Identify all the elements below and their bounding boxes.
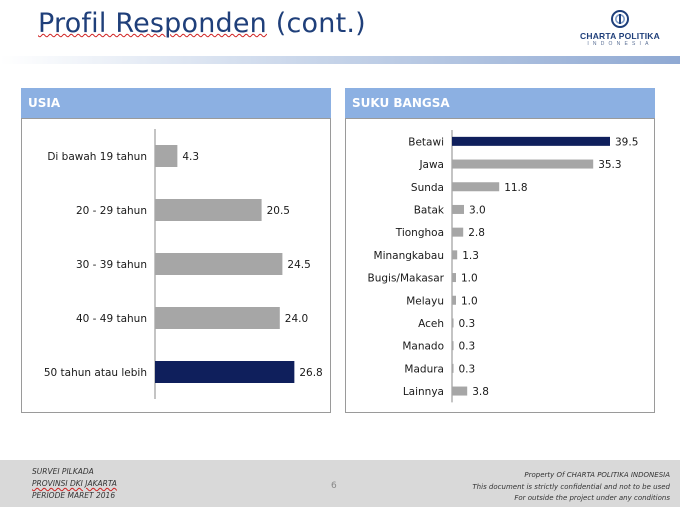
suku-category-label: Madura — [404, 363, 444, 375]
usia-bar — [155, 361, 295, 383]
usia-value-label: 24.5 — [287, 259, 310, 271]
footer-confidentiality: Property Of CHARTA POLITIKA INDONESIA Th… — [472, 470, 670, 505]
usia-category-label: Di bawah 19 tahun — [47, 151, 147, 163]
usia-category-label: 40 - 49 tahun — [76, 313, 147, 325]
suku-value-label: 11.8 — [504, 182, 527, 194]
suku-bar — [452, 182, 500, 192]
page-title-suffix: (cont.) — [266, 8, 366, 39]
suku-bar — [452, 273, 456, 283]
suku-panel-header: SUKU BANGSA — [345, 88, 655, 118]
footer-right-line: This document is strictly confidential a… — [472, 482, 670, 491]
suku-panel: SUKU BANGSA Betawi 39.5 Jawa 35.3 Sunda 11.8 B… — [345, 88, 655, 413]
suku-chart-title: SUKU BANGSA — [352, 96, 450, 110]
logo-subtitle: INDONESIA — [587, 41, 653, 47]
usia-category-label: 20 - 29 tahun — [76, 205, 147, 217]
page-title: Profil Responden (cont.) — [38, 8, 366, 39]
usia-bar — [155, 145, 178, 167]
suku-value-label: 0.3 — [459, 318, 476, 330]
suku-bar — [452, 136, 610, 146]
usia-panel-header: USIA — [21, 88, 331, 118]
footer-left-line: SURVEI PILKADA — [32, 467, 94, 476]
suku-value-label: 1.0 — [461, 295, 478, 307]
suku-bar — [452, 318, 454, 328]
usia-bar — [155, 199, 262, 221]
suku-bar — [452, 250, 458, 260]
suku-category-label: Sunda — [411, 182, 444, 194]
suku-bar — [452, 227, 464, 237]
header-band — [0, 56, 680, 64]
suku-category-label: Melayu — [406, 295, 444, 307]
suku-value-label: 1.3 — [462, 250, 479, 262]
suku-bar — [452, 341, 454, 351]
suku-bar — [452, 204, 464, 214]
suku-bar-chart: Betawi 39.5 Jawa 35.3 Sunda 11.8 Batak 3.0 Tiong… — [368, 130, 638, 403]
usia-panel: USIA Di bawah 19 tahun 4.3 20 - 29 tahun 20… — [21, 88, 331, 413]
logo-name: CHARTA POLITIKA — [580, 31, 660, 41]
suku-bar — [452, 363, 454, 373]
footer: SURVEI PILKADA PROVINSI DKI JAKARTA PERI… — [0, 460, 680, 507]
usia-category-label: 30 - 39 tahun — [76, 259, 147, 271]
usia-value-label: 24.0 — [285, 313, 308, 325]
suku-category-label: Tionghoa — [395, 227, 444, 239]
footer-left-line: PROVINSI DKI JAKARTA — [32, 479, 117, 488]
usia-bar — [155, 307, 280, 329]
suku-value-label: 35.3 — [598, 159, 621, 171]
suku-category-label: Bugis/Makasar — [368, 273, 445, 285]
suku-value-label: 39.5 — [615, 136, 638, 148]
suku-bar — [452, 386, 468, 396]
logo: CHARTA POLITIKA INDONESIA — [574, 10, 666, 50]
footer-right-line: Property Of CHARTA POLITIKA INDONESIA — [524, 471, 670, 479]
charta-logo-icon — [611, 10, 629, 28]
suku-category-label: Minangkabau — [374, 250, 444, 262]
suku-value-label: 3.0 — [469, 204, 486, 216]
usia-bar — [155, 253, 283, 275]
suku-category-label: Lainnya — [403, 386, 444, 398]
suku-value-label: 1.0 — [461, 273, 478, 285]
footer-survey-info: SURVEI PILKADA PROVINSI DKI JAKARTA PERI… — [32, 466, 117, 502]
suku-category-label: Manado — [402, 341, 444, 353]
suku-value-label: 3.8 — [472, 386, 489, 398]
suku-bar — [452, 295, 456, 305]
usia-value-label: 20.5 — [267, 205, 290, 217]
suku-category-label: Jawa — [418, 159, 444, 171]
page-title-main: Profil Responden — [38, 8, 267, 39]
suku-panel-body: Betawi 39.5 Jawa 35.3 Sunda 11.8 Batak 3.0 Tiong… — [345, 118, 655, 413]
usia-value-label: 4.3 — [182, 151, 199, 163]
footer-right-line: For outside the project under any condit… — [514, 494, 670, 502]
usia-chart-title: USIA — [28, 96, 61, 110]
suku-category-label: Batak — [414, 204, 445, 216]
suku-value-label: 0.3 — [459, 341, 476, 353]
usia-panel-body: Di bawah 19 tahun 4.3 20 - 29 tahun 20.5 30 … — [21, 118, 331, 413]
suku-category-label: Aceh — [418, 318, 444, 330]
suku-category-label: Betawi — [408, 136, 444, 148]
suku-value-label: 2.8 — [468, 227, 485, 239]
usia-bar-chart: Di bawah 19 tahun 4.3 20 - 29 tahun 20.5 30 … — [44, 129, 323, 399]
usia-category-label: 50 tahun atau lebih — [44, 367, 147, 379]
page-number: 6 — [331, 481, 337, 491]
footer-left-line: PERIODE MARET 2016 — [32, 491, 116, 500]
suku-value-label: 0.3 — [459, 363, 476, 375]
usia-value-label: 26.8 — [299, 367, 322, 379]
suku-bar — [452, 159, 594, 169]
